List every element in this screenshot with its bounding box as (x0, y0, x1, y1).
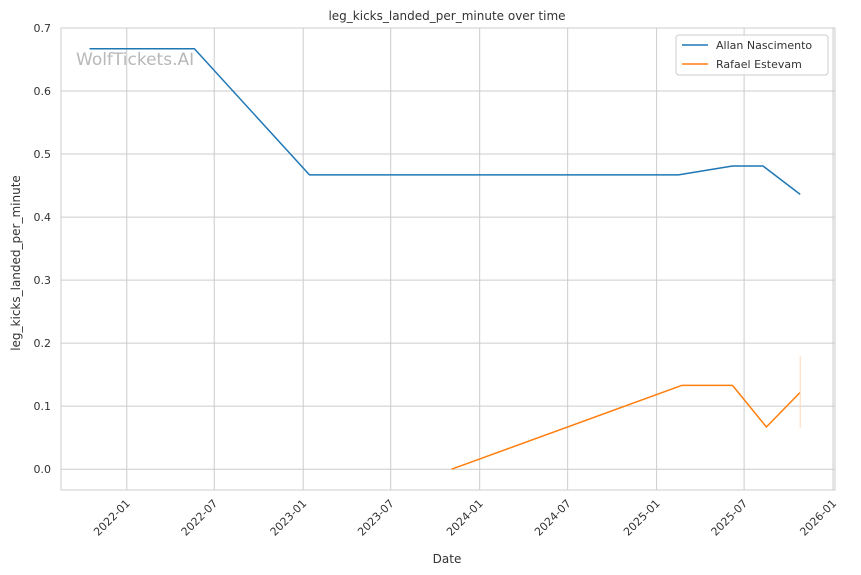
x-axis-label: Date (433, 552, 462, 566)
y-tick-label: 0.5 (34, 148, 52, 161)
legend: Allan Nascimento Rafael Estevam (675, 34, 829, 76)
legend-box (675, 34, 829, 76)
y-tick-label: 0.0 (34, 463, 52, 476)
x-tick-label: 2023-01 (268, 497, 310, 539)
y-axis-label: leg_kicks_landed_per_minute (9, 175, 23, 351)
x-tick-label: 2025-01 (621, 497, 663, 539)
y-tick-label: 0.1 (34, 400, 52, 413)
y-tick-label: 0.7 (34, 22, 52, 35)
x-tick-label: 2022-01 (91, 497, 133, 539)
x-tick-label: 2023-07 (355, 497, 397, 539)
legend-label: Rafael Estevam (716, 58, 802, 71)
grid (61, 27, 835, 490)
series-line-1 (451, 384, 801, 470)
legend-label: Allan Nascimento (716, 39, 812, 52)
plot-frame (60, 27, 836, 491)
series-group (89, 48, 801, 470)
watermark-text: WolfTickets.AI (76, 50, 194, 70)
x-tick-label: 2026-01 (797, 497, 839, 539)
y-tick-label: 0.3 (34, 274, 52, 287)
y-tick-label: 0.6 (34, 85, 52, 98)
chart-title: leg_kicks_landed_per_minute over time (328, 9, 565, 23)
x-tick-label: 2024-07 (532, 497, 574, 539)
series-line-0 (89, 48, 801, 195)
y-tick-label: 0.2 (34, 337, 52, 350)
x-tick-label: 2022-07 (179, 497, 221, 539)
x-tick-label: 2024-01 (444, 497, 486, 539)
x-tick-label: 2025-07 (709, 497, 751, 539)
y-tick-label: 0.4 (34, 211, 52, 224)
